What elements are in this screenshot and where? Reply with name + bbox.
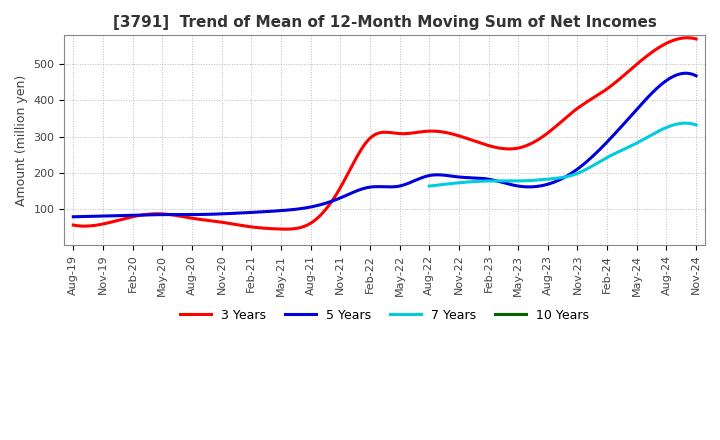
7 Years [426, 183, 434, 189]
5 Years [450, 174, 459, 179]
7 Years [692, 122, 701, 128]
7 Years [425, 183, 433, 189]
3 Years [636, 59, 644, 64]
3 Years [282, 227, 290, 232]
3 Years [71, 223, 80, 228]
7 Years [667, 123, 675, 128]
5 Years [440, 172, 449, 178]
5 Years [438, 172, 446, 178]
7 Years [588, 163, 597, 169]
7 Years [681, 121, 690, 126]
7 Years [650, 131, 659, 136]
5 Years [692, 73, 701, 78]
3 Years [692, 37, 701, 42]
Title: [3791]  Trend of Mean of 12-Month Moving Sum of Net Incomes: [3791] Trend of Mean of 12-Month Moving … [113, 15, 657, 30]
Legend: 3 Years, 5 Years, 7 Years, 10 Years: 3 Years, 5 Years, 7 Years, 10 Years [175, 304, 595, 327]
3 Years [442, 130, 451, 135]
5 Years [71, 214, 80, 220]
3 Years [683, 35, 692, 40]
7 Years [584, 166, 593, 171]
Y-axis label: Amount (million yen): Amount (million yen) [15, 74, 28, 206]
3 Years [596, 91, 605, 96]
7 Years [583, 166, 592, 172]
5 Years [681, 70, 690, 76]
Line: 3 Years: 3 Years [73, 38, 696, 229]
Line: 7 Years: 7 Years [429, 123, 696, 186]
5 Years [594, 148, 603, 154]
5 Years [69, 214, 78, 220]
3 Years [69, 223, 78, 228]
3 Years [452, 132, 461, 138]
Line: 5 Years: 5 Years [73, 73, 696, 217]
3 Years [440, 129, 449, 135]
5 Years [634, 106, 642, 111]
